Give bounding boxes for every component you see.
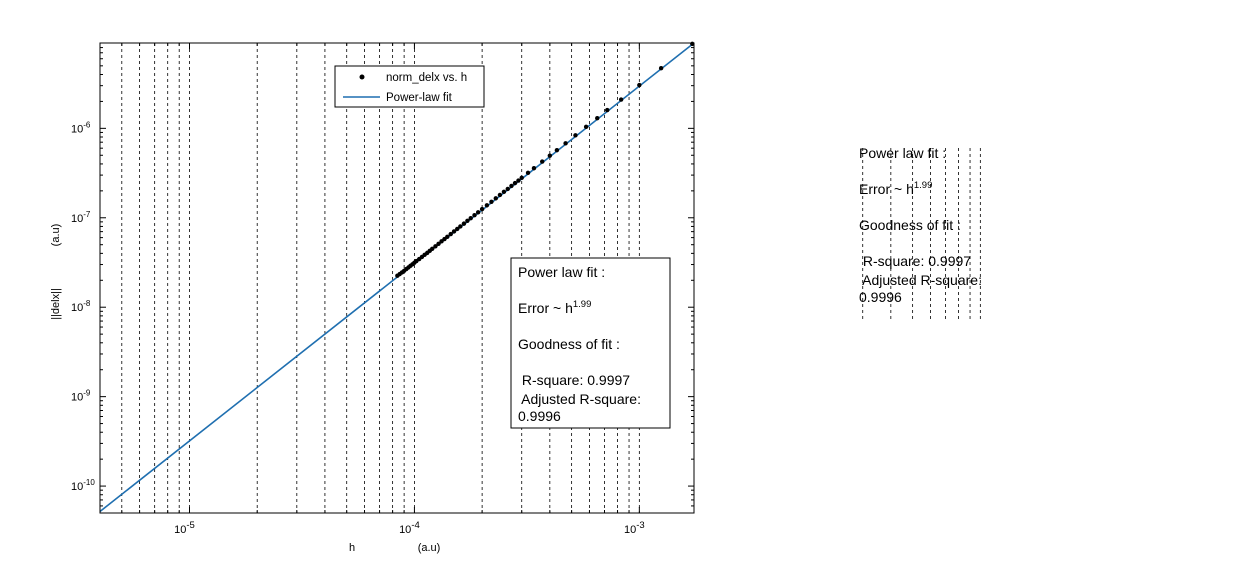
y-tick-label: 10-7 <box>71 210 91 225</box>
data-point <box>448 231 453 237</box>
data-point <box>493 196 498 201</box>
data-point <box>472 212 477 218</box>
data-point <box>505 186 510 192</box>
data-point <box>658 66 664 71</box>
annotation-box <box>510 257 671 429</box>
data-point <box>433 244 438 249</box>
outside-annotation-error-exponent: 1.99 <box>914 180 933 191</box>
data-point <box>512 180 518 186</box>
data-point <box>595 115 600 121</box>
y-tick-label-base: 10 <box>71 123 83 135</box>
x-tick-label-exponent: -5 <box>186 520 194 531</box>
x-tick-label-exponent: -4 <box>411 520 419 531</box>
y-tick-label-exponent: -8 <box>83 299 91 308</box>
data-point <box>484 203 490 208</box>
data-point <box>605 107 610 113</box>
legend-label-points: norm_delx vs. h <box>386 72 467 84</box>
data-point <box>540 159 545 164</box>
data-point <box>501 189 507 195</box>
fit-annotation: Power law fit : Error ~ h1.99 Goodness o… <box>510 257 671 429</box>
outside-annotation-error-text: Error ~ h <box>859 181 914 197</box>
legend: norm_delx vs. h Power-law fit <box>334 65 485 108</box>
data-point <box>547 153 553 158</box>
data-point <box>497 192 503 198</box>
y-tick-label: 10-8 <box>71 299 91 314</box>
annotation-rsquare: R-square: 0.9997 <box>518 372 630 388</box>
data-point <box>430 246 435 251</box>
y-tick-label-base: 10 <box>71 302 83 314</box>
y-tick-label-exponent: -7 <box>83 210 91 219</box>
annotation-error-text: Error ~ h <box>518 300 573 316</box>
data-point <box>445 234 450 240</box>
data-point <box>451 229 457 234</box>
data-point <box>519 175 524 180</box>
x-tick-label: 10-5 <box>174 520 195 536</box>
legend-marker-points <box>359 74 365 80</box>
outside-annotation-rsquare: R-square: 0.9997 <box>859 253 971 269</box>
y-tick-label-base: 10 <box>71 481 83 493</box>
legend-label-fit: Power-law fit <box>386 92 453 104</box>
y-tick-label: 10-10 <box>71 478 95 493</box>
y-tick-label: 10-9 <box>71 389 91 404</box>
annotation-adj-rsquare-value: 0.9996 <box>518 408 561 424</box>
data-point <box>509 183 514 189</box>
x-tick-label-exponent: -3 <box>636 520 644 531</box>
data-point <box>465 218 470 224</box>
y-tick-label-exponent: -9 <box>83 389 91 398</box>
data-point <box>618 97 624 102</box>
annotation-error-exponent: 1.99 <box>573 299 592 310</box>
data-point <box>516 178 521 183</box>
outside-annotation-adj-rsquare-value: 0.9996 <box>859 289 902 305</box>
data-point <box>525 170 531 176</box>
data-point <box>563 141 568 146</box>
data-point <box>468 215 473 221</box>
x-tick-label: 10-3 <box>624 520 645 536</box>
data-point <box>436 241 441 246</box>
x-tick-label: 10-4 <box>399 520 420 536</box>
outside-annotation-adj-rsquare: Adjusted R-square: <box>859 272 982 288</box>
data-point <box>479 206 485 212</box>
data-point <box>458 224 463 229</box>
x-tick-label-base: 10 <box>174 524 186 536</box>
outside-grid-fragments <box>862 148 981 322</box>
annotation-adj-rsquare: Adjusted R-square: <box>518 391 641 407</box>
data-point <box>637 82 642 88</box>
fit-annotation-outside: Power law fit : Error ~ h1.99 Goodness o… <box>859 145 982 322</box>
x-axis-unit: (a.u) <box>418 542 441 554</box>
annotation-goodness: Goodness of fit : <box>518 336 620 352</box>
x-tick-label-base: 10 <box>399 524 411 536</box>
y-axis-unit: (a.u) <box>50 224 62 247</box>
y-tick-label-base: 10 <box>71 392 83 404</box>
data-point <box>489 199 494 204</box>
annotation-error: Error ~ h1.99 <box>518 299 591 316</box>
data-point <box>475 210 481 215</box>
y-tick-label-exponent: -6 <box>83 120 91 129</box>
outside-annotation-goodness: Goodness of fit : <box>859 217 961 233</box>
y-tick-label: 10-6 <box>71 120 91 135</box>
data-point <box>461 221 467 226</box>
data-points-series <box>395 41 695 278</box>
axis-ticks <box>99 42 694 513</box>
data-point <box>531 166 537 171</box>
annotation-title: Power law fit : <box>518 264 605 280</box>
data-point <box>455 226 460 232</box>
x-tick-label-base: 10 <box>624 524 636 536</box>
data-point <box>583 124 589 130</box>
data-point <box>554 147 560 153</box>
y-tick-label-base: 10 <box>71 213 83 225</box>
data-point <box>573 133 578 138</box>
legend-box <box>334 65 485 108</box>
outside-annotation-title: Power law fit : <box>859 145 946 161</box>
outside-annotation-error: Error ~ h1.99 <box>859 180 932 197</box>
y-tick-label-exponent: -10 <box>83 478 95 487</box>
axes-frame <box>99 42 695 514</box>
y-axis-label: ||delx|| <box>50 288 62 320</box>
x-axis-label: h <box>349 542 355 554</box>
